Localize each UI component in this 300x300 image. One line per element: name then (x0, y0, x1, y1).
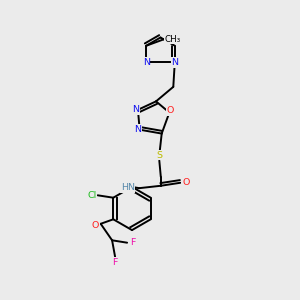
Text: S: S (156, 151, 162, 160)
Text: F: F (130, 238, 135, 247)
Text: N: N (132, 105, 139, 114)
Text: CH₃: CH₃ (164, 34, 181, 43)
Text: O: O (167, 106, 174, 115)
Text: N: N (134, 125, 141, 134)
Text: Cl: Cl (87, 191, 96, 200)
Text: N: N (171, 58, 178, 67)
Text: O: O (182, 178, 189, 187)
Text: F: F (112, 258, 118, 267)
Text: N: N (143, 58, 150, 67)
Text: HN: HN (121, 183, 135, 192)
Text: O: O (92, 220, 99, 230)
